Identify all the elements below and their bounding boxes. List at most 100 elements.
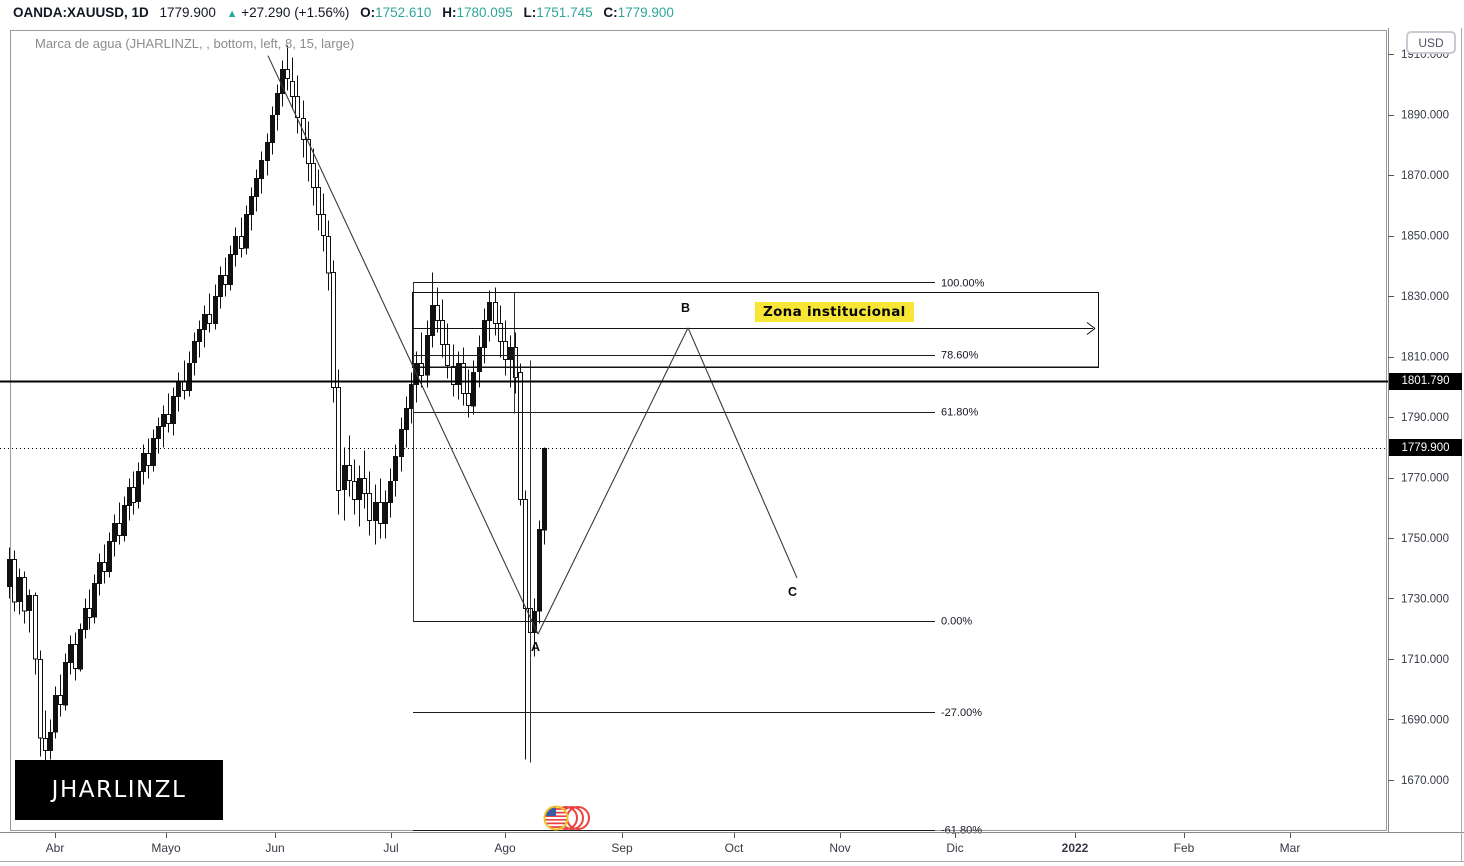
candle-body bbox=[461, 363, 466, 395]
price-tick-label: 1730.000 bbox=[1401, 593, 1449, 605]
fib-label: -27.00% bbox=[941, 707, 982, 719]
time-tick-label: 2022 bbox=[1062, 841, 1089, 855]
candle-body bbox=[311, 163, 316, 189]
candle-body bbox=[295, 96, 300, 119]
candle-body bbox=[17, 577, 22, 603]
candle-body bbox=[477, 347, 482, 373]
candle-body bbox=[430, 305, 435, 337]
candle-body bbox=[487, 302, 492, 322]
institutional-zone-rect[interactable] bbox=[411, 291, 1100, 368]
high-value: 1780.095 bbox=[456, 5, 513, 20]
candle-body bbox=[290, 81, 295, 98]
close-label: C: bbox=[603, 5, 618, 20]
candle-body bbox=[244, 214, 249, 249]
candle-body bbox=[523, 499, 528, 609]
candle-body bbox=[357, 478, 362, 501]
time-tick-label: Dic bbox=[946, 841, 963, 855]
candle-body bbox=[58, 695, 63, 706]
candle-body bbox=[151, 438, 156, 467]
candle-body bbox=[301, 118, 306, 141]
candle-body bbox=[440, 320, 445, 346]
zigzag-line-bc[interactable] bbox=[687, 327, 798, 579]
candle-body bbox=[503, 341, 508, 361]
fib-label: 100.00% bbox=[941, 277, 985, 289]
candle-body bbox=[202, 314, 207, 331]
candle-body bbox=[233, 236, 238, 256]
price-tick-label: 1790.000 bbox=[1401, 412, 1449, 424]
zigzag-label-a[interactable]: A bbox=[531, 640, 541, 654]
candle-body bbox=[97, 562, 102, 585]
candle-body bbox=[78, 629, 83, 670]
candle-body bbox=[197, 329, 202, 343]
price-tick-label: 1870.000 bbox=[1401, 170, 1449, 182]
candles-layer bbox=[7, 45, 547, 766]
zone-arrowhead bbox=[1086, 322, 1096, 329]
candle-body bbox=[207, 314, 212, 325]
us-flag-event-icon[interactable] bbox=[543, 805, 590, 831]
symbol-legend[interactable]: OANDA:XAUUSD, 1D 1779.900 ▲ +27.290 (+1.… bbox=[13, 5, 674, 20]
price-tick-label: 1850.000 bbox=[1401, 231, 1449, 243]
candle-body bbox=[342, 465, 347, 491]
candle-body bbox=[53, 695, 58, 733]
time-tick-label: Sep bbox=[611, 841, 633, 855]
candle-body bbox=[156, 426, 161, 440]
time-tick-label: Abr bbox=[46, 841, 65, 855]
candle-body bbox=[537, 529, 542, 612]
candle-body bbox=[83, 608, 88, 631]
candle-body bbox=[270, 115, 275, 144]
low-label: L: bbox=[523, 5, 537, 20]
zigzag-label-b[interactable]: B bbox=[681, 301, 691, 315]
watermark-indicator-title[interactable]: Marca de agua (JHARLINZL, , bottom, left… bbox=[35, 36, 355, 51]
candle-body bbox=[321, 214, 326, 237]
candle-body bbox=[182, 381, 187, 392]
candle-body bbox=[336, 387, 341, 491]
time-tick-label: Jul bbox=[383, 841, 398, 855]
candle-body bbox=[43, 738, 48, 752]
symbol-title[interactable]: OANDA:XAUUSD, 1D bbox=[13, 5, 149, 20]
zigzag-line-ab[interactable] bbox=[537, 327, 689, 635]
candle-body bbox=[466, 393, 471, 407]
descending-trendline[interactable] bbox=[267, 55, 539, 635]
candle-body bbox=[347, 465, 352, 482]
time-tick-label: Ago bbox=[494, 841, 516, 855]
up-arrow-icon: ▲ bbox=[226, 8, 238, 20]
candle-body bbox=[27, 595, 32, 612]
candle-body bbox=[33, 595, 38, 660]
zone-arrowhead bbox=[1086, 328, 1096, 335]
candle-body bbox=[399, 429, 404, 458]
candle-body bbox=[316, 187, 321, 216]
candle-body bbox=[362, 478, 367, 495]
candle-body bbox=[493, 302, 498, 325]
candle-body bbox=[228, 254, 233, 286]
candle-body bbox=[176, 381, 181, 398]
candle-body bbox=[409, 384, 414, 410]
zone-text-label[interactable]: Zona institucional bbox=[755, 302, 914, 322]
currency-button[interactable]: USD bbox=[1406, 31, 1456, 54]
flag-ring bbox=[543, 805, 569, 831]
chart-pane-border bbox=[10, 30, 1387, 831]
candle-body bbox=[187, 363, 192, 392]
candle-body bbox=[373, 502, 378, 522]
price-tick-label: 1670.000 bbox=[1401, 775, 1449, 787]
candle-body bbox=[87, 608, 92, 619]
candle-body bbox=[213, 296, 218, 325]
candle-body bbox=[482, 320, 487, 349]
candle-body bbox=[254, 178, 259, 198]
candle-body bbox=[48, 732, 53, 752]
candle-body bbox=[498, 323, 503, 343]
candle-body bbox=[136, 471, 141, 503]
price-tick-label: 1770.000 bbox=[1401, 473, 1449, 485]
candle-body bbox=[38, 659, 43, 739]
open-label: O: bbox=[360, 5, 376, 20]
candle-body bbox=[141, 453, 146, 473]
candle-body bbox=[367, 493, 372, 522]
candle-body bbox=[92, 583, 97, 618]
candle-body bbox=[218, 275, 223, 298]
price-tick-label: 1750.000 bbox=[1401, 533, 1449, 545]
zigzag-label-c[interactable]: C bbox=[788, 585, 798, 599]
candle-body bbox=[131, 487, 136, 504]
low-value: 1751.745 bbox=[536, 5, 593, 20]
candle-body bbox=[378, 502, 383, 525]
fib-label: 0.00% bbox=[941, 616, 972, 628]
